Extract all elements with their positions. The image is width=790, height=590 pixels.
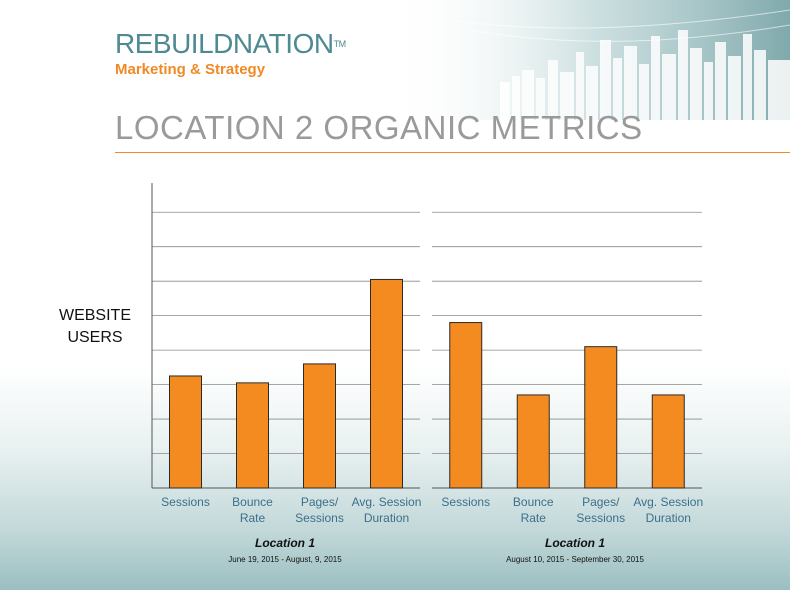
chart-2-bar-2 [516,394,550,489]
chart-1-tick-label-4: Avg. Session Duration [352,495,422,525]
chart-1-tick-label-1: Sessions [161,495,210,509]
logo-wordmark: REBUILDNATION [115,28,334,59]
chart-1-bar-1 [169,375,202,489]
chart-2-bar-3 [584,346,618,489]
page-title: LOCATION 2 ORGANIC METRICS [115,109,643,146]
chart-2-caption-title: Location 1 [544,536,605,550]
chart-1-tick-label-2: Bounce Rate [232,495,273,525]
logo-tagline: Marketing & Strategy [115,61,266,78]
title-divider [115,152,790,153]
chart-2-bar-4 [651,394,685,489]
city-skyline-graphic [390,0,790,120]
logo-trademark: TM [333,39,347,49]
chart-1-caption: Location 1 June 19, 2015 - August, 9, 20… [150,536,420,564]
chart-2-caption: Location 1 August 10, 2015 - September 3… [440,536,710,564]
chart-1-tick-label-3: Pages/Sessions [295,495,344,525]
chart-1-caption-title: Location 1 [254,536,315,550]
chart-2-bar-1 [449,322,483,489]
chart-2-tick-label-2: Bounce Rate [513,495,554,525]
chart-2-tick-label-3: Pages/Sessions [576,495,625,525]
y-axis-label-line-2: USERS [67,329,123,346]
chart-1-bar-2 [236,382,269,489]
chart-1-bar-4 [370,278,403,489]
chart-2-caption-date: August 10, 2015 - September 30, 2015 [506,555,644,564]
chart-2-tick-label-1: Sessions [441,495,490,509]
y-axis-label-line-1: WEBSITE [58,307,131,324]
chart-2-tick-label-4: Avg. Session Duration [633,495,703,525]
chart-1-caption-date: June 19, 2015 - August, 9, 2015 [228,555,342,564]
chart-1-bar-3 [303,363,336,489]
brand-logo: REBUILDNATIONTM Marketing & Strategy [115,28,347,79]
y-axis-label: WEBSITE USERS [35,305,155,349]
